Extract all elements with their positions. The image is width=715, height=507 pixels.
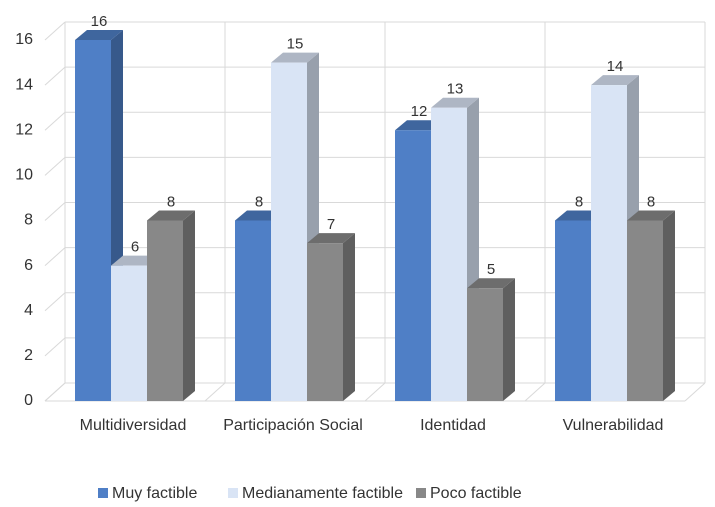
bar-top [271,52,319,63]
x-tick-label: Vulnerabilidad [562,417,664,434]
grid-line-side [44,382,66,402]
y-tick-label: 10 [15,167,33,184]
bar-top [627,210,675,221]
value-label: 5 [487,261,495,278]
x-tick-label: Identidad [420,417,486,434]
bar-top [467,278,515,289]
value-label: 15 [287,36,304,53]
bar-front [395,130,431,401]
bar-top [75,30,123,40]
bar-side [503,278,515,401]
bar-front [627,220,663,401]
value-label: 16 [91,13,108,30]
grid-line-side [44,337,66,357]
legend-swatch [416,488,426,498]
bar-front [431,107,467,401]
x-tick-label: Participación Social [223,417,363,434]
bar-front [555,220,591,401]
value-label: 6 [131,239,139,256]
bar-front [591,85,627,401]
legend-label: Muy factible [112,485,197,502]
grid-line-side [44,292,66,312]
bar-front [467,288,503,401]
value-label: 13 [447,81,464,98]
x-tick-label: Multidiversidad [79,417,187,434]
grid-line-side [44,202,66,221]
value-label: 8 [255,193,263,210]
grid-line-side [44,66,66,86]
bar [147,210,195,401]
bar-side [183,210,195,401]
y-tick-label: 16 [15,31,33,48]
legend-label: Medianamente factible [242,485,403,502]
floor-divider [524,382,546,402]
y-tick-label: 4 [24,302,33,319]
bar-side [343,233,355,401]
bar-top [431,97,479,108]
legend-swatch [98,488,108,498]
legend-label: Poco factible [430,485,522,502]
y-tick-label: 0 [24,392,33,409]
y-tick-label: 8 [24,212,33,229]
grid-line-side [44,247,66,266]
grid-line-side [44,111,66,131]
bar-front [147,220,183,401]
bar-front [271,62,307,401]
bar-front [235,220,271,401]
bar-front [75,40,111,401]
grid-line-side [44,157,66,176]
value-label: 7 [327,216,335,233]
bar [271,52,319,401]
bar [627,210,675,401]
bar-front [307,243,343,401]
bar-top [591,75,639,86]
bar [307,233,355,401]
y-tick-label: 6 [24,257,33,274]
y-tick-label: 2 [24,347,33,364]
legend-swatch [228,488,238,498]
floor-divider [204,382,226,402]
floor-divider [684,382,706,402]
value-label: 8 [647,193,655,210]
value-label: 14 [607,58,624,75]
value-label: 12 [411,103,428,120]
bar-top [307,233,355,244]
grid-line-side [44,21,66,41]
value-label: 8 [575,193,583,210]
bar [467,278,515,401]
y-tick-label: 12 [15,121,33,138]
value-label: 8 [167,193,175,210]
bar-front [111,265,147,401]
bar-side [663,210,675,401]
floor-divider [364,382,386,402]
bar-top [147,210,195,221]
y-tick-label: 14 [15,76,33,93]
